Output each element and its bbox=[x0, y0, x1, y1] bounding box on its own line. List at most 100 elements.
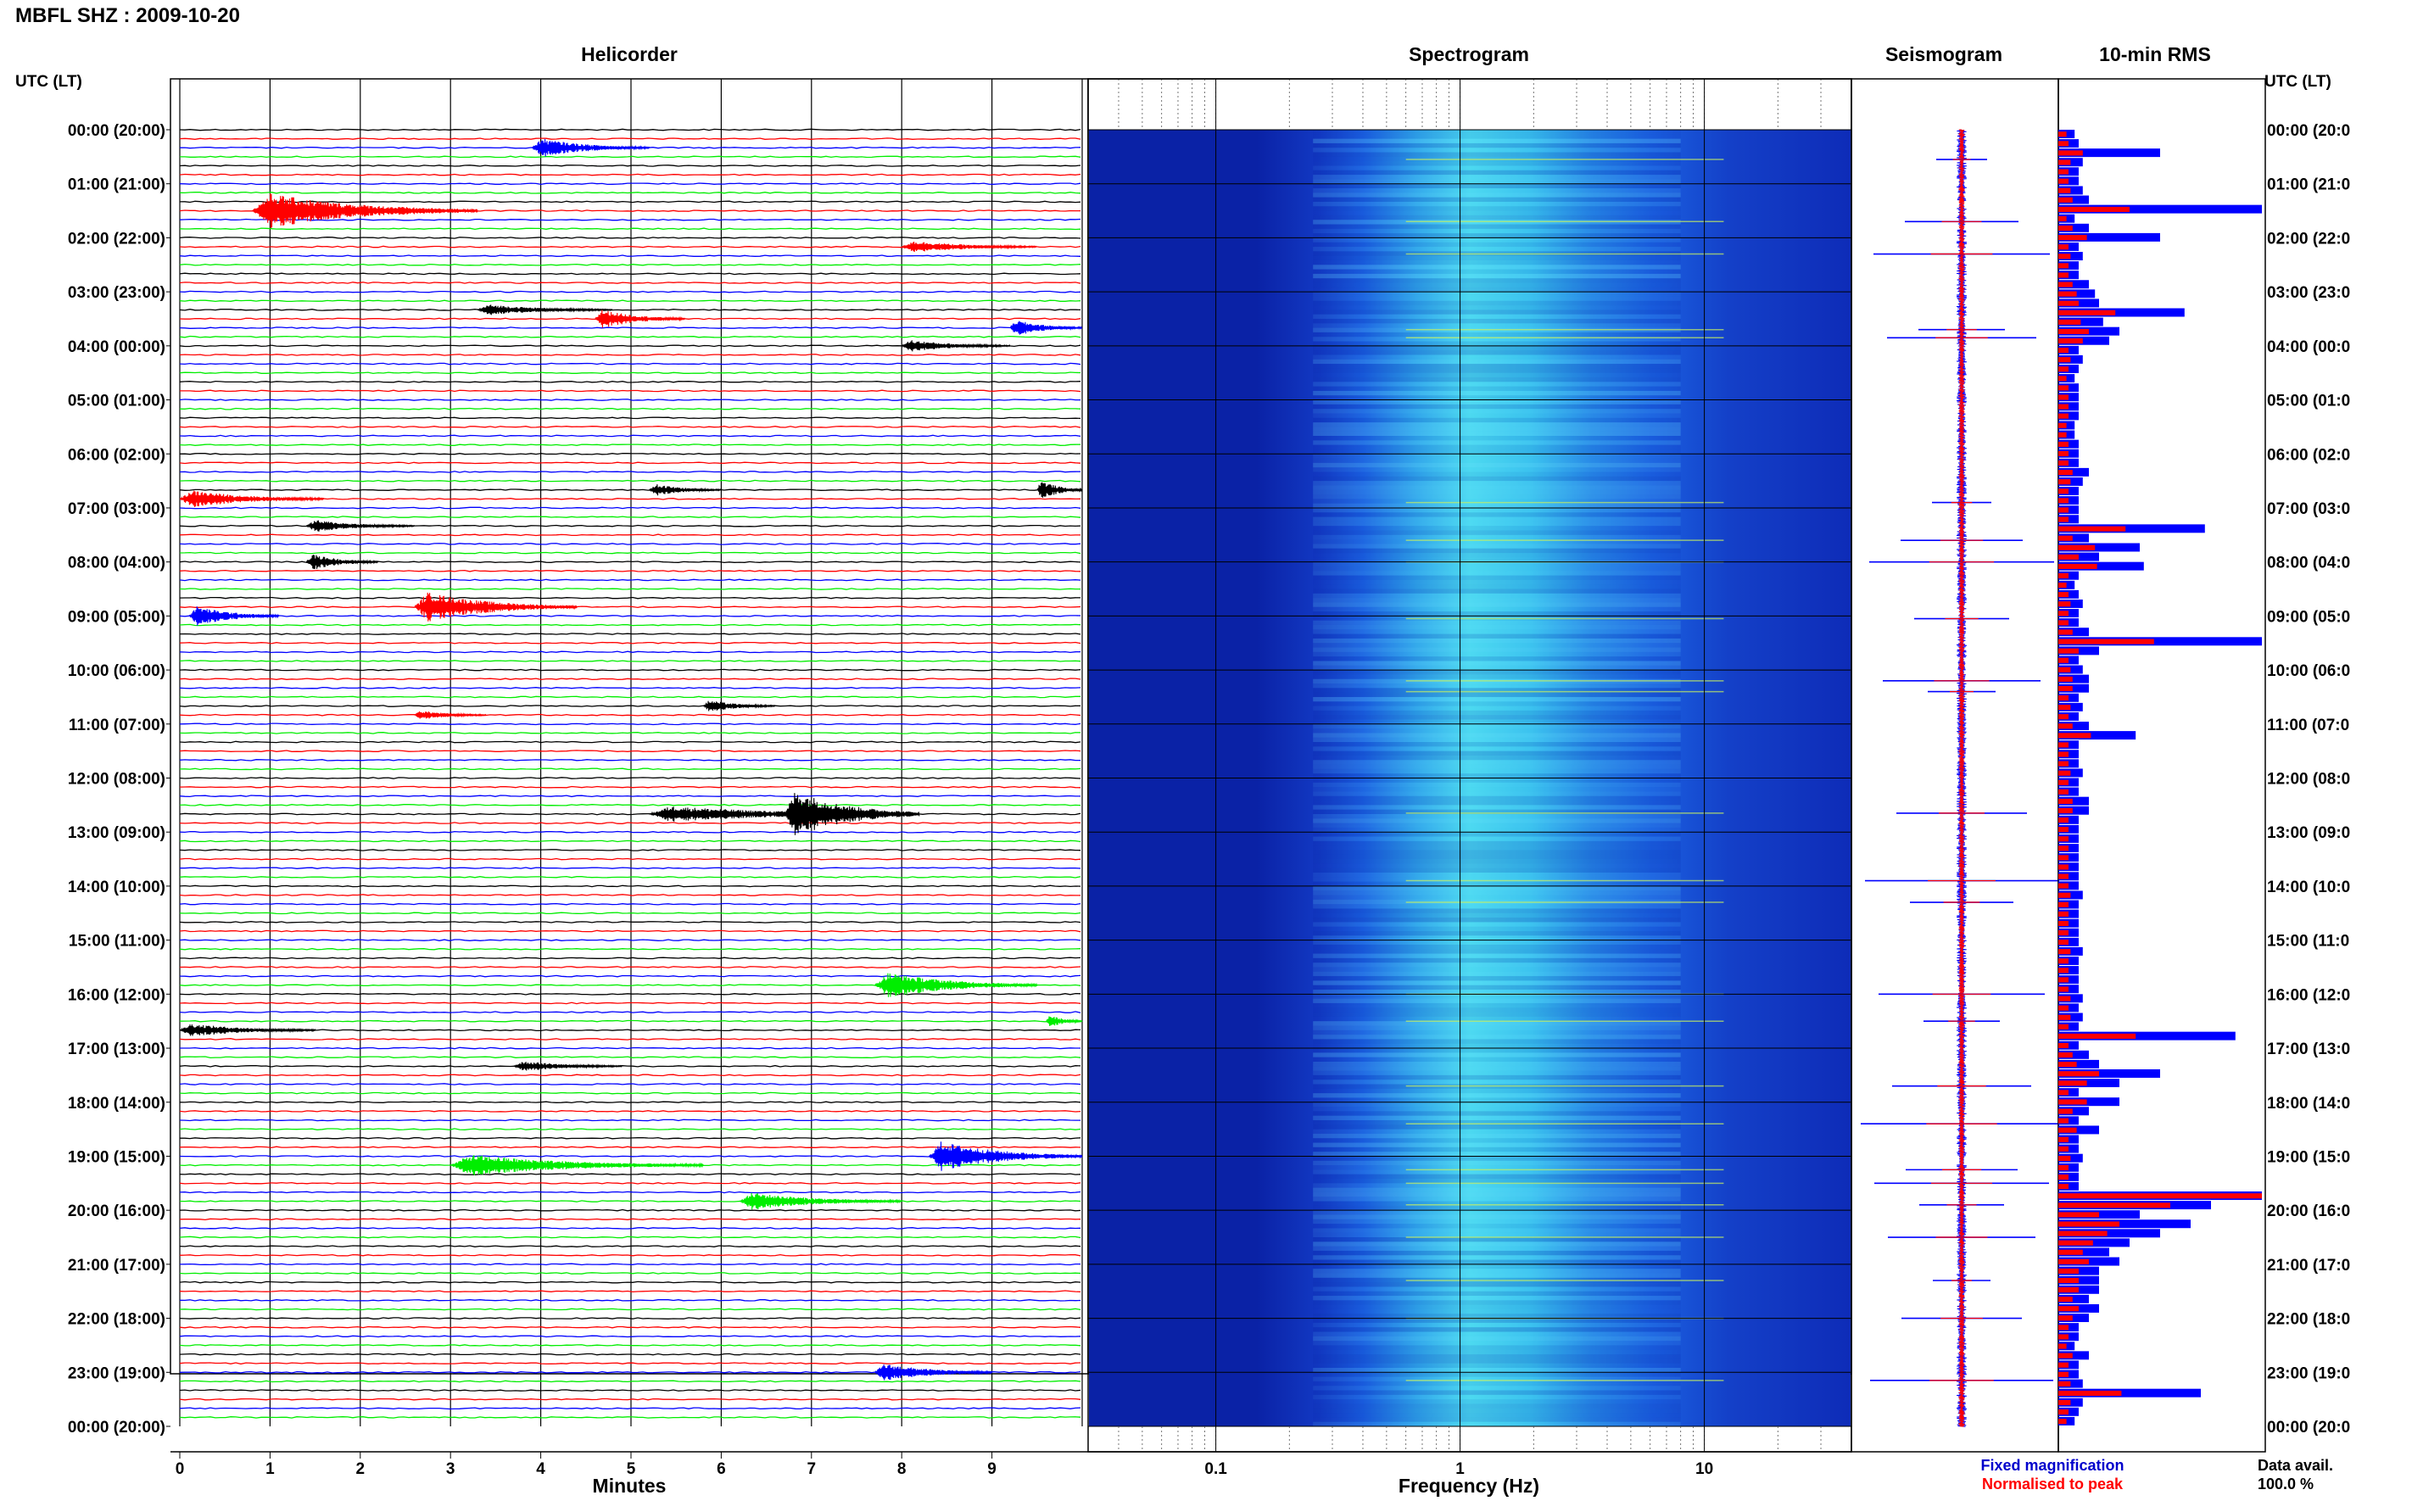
helicorder-trace bbox=[179, 650, 1081, 654]
spectrogram-streak bbox=[1313, 827, 1681, 833]
spectrogram-streak bbox=[1313, 142, 1681, 148]
rms-bar-normalised bbox=[2058, 855, 2069, 861]
rms-bar-fixed bbox=[2058, 308, 2185, 317]
rms-bar-normalised bbox=[2058, 714, 2069, 720]
rms-bar-normalised bbox=[2058, 629, 2073, 635]
rms-bar-fixed bbox=[2058, 1097, 2119, 1107]
helicorder-event bbox=[902, 241, 1037, 253]
spectrogram-streak bbox=[1313, 760, 1681, 765]
helicorder-trace bbox=[179, 407, 1081, 410]
rms-bar-normalised bbox=[2058, 648, 2079, 654]
spectrogram-streak bbox=[1313, 553, 1681, 558]
spectrogram-streak bbox=[1313, 1250, 1681, 1256]
spectrogram-streak bbox=[1313, 265, 1681, 270]
spectrogram-streak bbox=[1313, 530, 1681, 535]
spectrogram-streak bbox=[1313, 341, 1681, 346]
helicorder-event bbox=[252, 193, 478, 229]
spectrogram-streak bbox=[1313, 489, 1681, 495]
spectrogram-streak bbox=[1313, 665, 1681, 671]
rms-bar-normalised bbox=[2058, 516, 2069, 522]
spectrogram-streak bbox=[1313, 1246, 1681, 1251]
spectrogram-streak bbox=[1313, 818, 1681, 823]
spectrogram-streak bbox=[1313, 1363, 1681, 1368]
spectrogram-streak bbox=[1313, 544, 1681, 549]
spectrogram-streak bbox=[1313, 620, 1681, 625]
rms-bar-normalised bbox=[2058, 592, 2069, 598]
helicorder-trace bbox=[179, 1272, 1081, 1275]
rms-bar-normalised bbox=[2058, 535, 2073, 541]
helicorder-trace bbox=[179, 434, 1081, 438]
spectrogram-streak bbox=[1313, 949, 1681, 954]
rms-bar-fixed bbox=[2058, 195, 2089, 204]
spectrogram-streak bbox=[1313, 368, 1681, 373]
rms-bar-fixed bbox=[2058, 1107, 2089, 1116]
rms-bar-fixed bbox=[2058, 1294, 2089, 1303]
rms-bar-normalised bbox=[2058, 366, 2069, 372]
rms-bar-fixed bbox=[2058, 204, 2262, 214]
spectrogram-streak bbox=[1313, 1107, 1681, 1112]
spectrogram-streak bbox=[1313, 904, 1681, 909]
time-label-left: 15:00 (11:00) bbox=[69, 933, 165, 951]
helicorder-trace bbox=[179, 875, 1081, 879]
time-label-right: 05:00 (01:0 bbox=[2267, 393, 2350, 410]
helicorder-trace bbox=[179, 1019, 1081, 1023]
legend-fixed-magnification: Fixed magnification bbox=[1980, 1457, 2124, 1474]
rms-bar-fixed bbox=[2058, 336, 2109, 345]
helicorder-event bbox=[649, 484, 722, 496]
spectrogram-streak bbox=[1313, 278, 1681, 283]
time-label-left: 06:00 (02:00) bbox=[68, 446, 165, 464]
spectrogram-streak bbox=[1313, 179, 1681, 184]
spectrogram-streak bbox=[1313, 1205, 1681, 1211]
spectrogram-streak bbox=[1313, 1074, 1681, 1080]
spectrogram-streak bbox=[1313, 737, 1681, 743]
helicorder-trace bbox=[179, 1308, 1081, 1311]
time-label-right: 07:00 (03:0 bbox=[2267, 500, 2350, 518]
rms-bar-normalised bbox=[2058, 977, 2069, 983]
spectrogram-streak bbox=[1313, 526, 1681, 531]
helicorder-panel bbox=[170, 78, 1089, 1426]
minute-tick-label: 4 bbox=[536, 1460, 545, 1478]
spectrogram-streak bbox=[1313, 1061, 1681, 1067]
spectrogram-streak bbox=[1313, 1133, 1681, 1139]
spectrogram-streak bbox=[1313, 1187, 1681, 1192]
spectrogram-streak bbox=[1313, 840, 1681, 846]
spectrogram-streak bbox=[1313, 449, 1681, 455]
spectrogram-streak bbox=[1313, 706, 1681, 711]
spectrogram-streak bbox=[1313, 971, 1681, 977]
spectrogram-streak bbox=[1313, 980, 1681, 985]
helicorder-trace bbox=[179, 254, 1081, 257]
rms-bar-normalised bbox=[2058, 488, 2069, 494]
time-label-left: 19:00 (15:00) bbox=[68, 1148, 165, 1166]
spectrogram-streak bbox=[1313, 345, 1681, 351]
spectrogram-streak bbox=[1313, 750, 1681, 756]
rms-bar-normalised bbox=[2058, 1099, 2087, 1105]
spectrogram-streak bbox=[1313, 300, 1681, 306]
spectrogram-streak bbox=[1313, 1408, 1681, 1414]
rms-bar-normalised bbox=[2058, 159, 2071, 165]
helicorder-trace bbox=[179, 1253, 1081, 1257]
helicorder-trace bbox=[179, 299, 1081, 303]
rms-bar-normalised bbox=[2058, 441, 2069, 447]
spectrogram-streak bbox=[1313, 386, 1681, 391]
spectrogram-streak bbox=[1313, 611, 1681, 617]
helicorder-event bbox=[739, 1192, 902, 1210]
helicorder-trace bbox=[179, 857, 1081, 861]
helicorder-trace bbox=[179, 947, 1081, 951]
spectrogram-streak bbox=[1313, 773, 1681, 778]
rms-bar-normalised bbox=[2058, 1268, 2079, 1274]
spectrogram-streak bbox=[1313, 476, 1681, 482]
spectrogram-streak bbox=[1313, 651, 1681, 657]
helicorder-event bbox=[306, 520, 416, 532]
spectrogram-streak bbox=[1313, 593, 1681, 599]
spectrogram-streak bbox=[1313, 206, 1681, 211]
spectrogram-streak bbox=[1313, 318, 1681, 324]
helicorder-trace bbox=[180, 1136, 1081, 1140]
helicorder-trace bbox=[179, 479, 1081, 483]
spectrogram-streak bbox=[1313, 918, 1681, 923]
spectrogram-streak bbox=[1313, 868, 1681, 873]
rms-bar-fixed bbox=[2058, 1247, 2109, 1257]
rms-bar-normalised bbox=[2058, 864, 2069, 870]
helicorder-trace bbox=[179, 272, 1081, 276]
time-label-right: 13:00 (09:0 bbox=[2267, 824, 2350, 842]
rms-bar-normalised bbox=[2058, 620, 2069, 626]
